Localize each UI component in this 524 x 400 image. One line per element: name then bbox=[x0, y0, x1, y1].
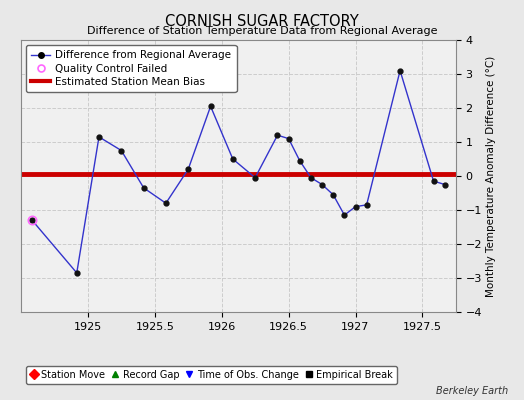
Text: CORNISH SUGAR FACTORY: CORNISH SUGAR FACTORY bbox=[165, 14, 359, 29]
Text: Difference of Station Temperature Data from Regional Average: Difference of Station Temperature Data f… bbox=[87, 26, 437, 36]
Legend: Station Move, Record Gap, Time of Obs. Change, Empirical Break: Station Move, Record Gap, Time of Obs. C… bbox=[26, 366, 397, 384]
Y-axis label: Monthly Temperature Anomaly Difference (°C): Monthly Temperature Anomaly Difference (… bbox=[486, 55, 496, 297]
Text: Berkeley Earth: Berkeley Earth bbox=[436, 386, 508, 396]
